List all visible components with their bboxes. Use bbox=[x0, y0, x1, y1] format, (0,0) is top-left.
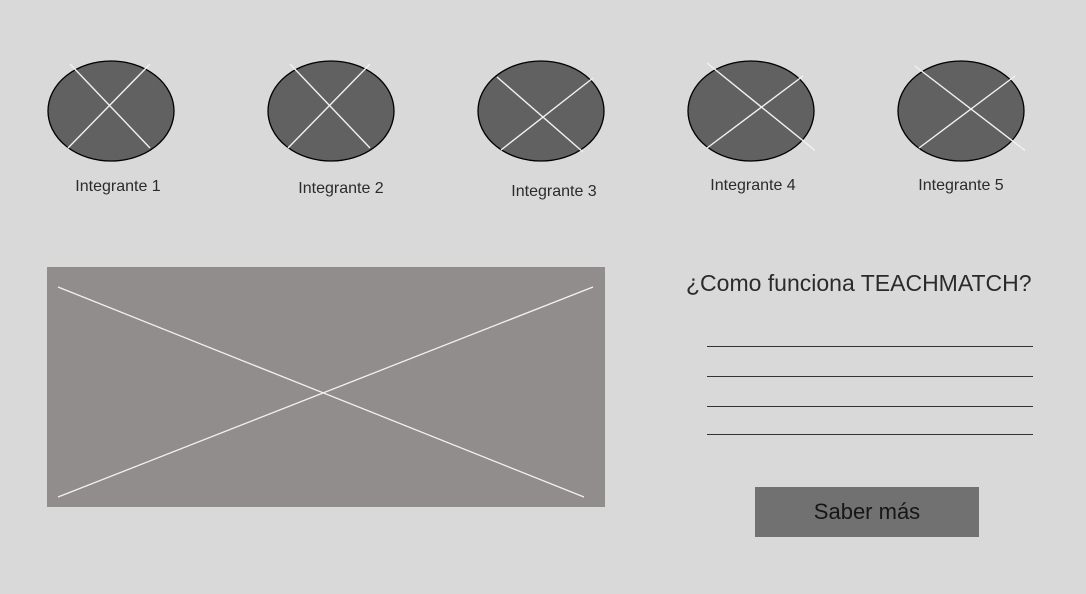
text-placeholder-line bbox=[707, 376, 1033, 377]
avatar-placeholder bbox=[47, 60, 175, 162]
member-name: Integrante 4 bbox=[710, 177, 796, 194]
team-member: Integrante 5 bbox=[881, 60, 1041, 200]
member-name: Integrante 2 bbox=[298, 180, 384, 197]
member-name: Integrante 1 bbox=[75, 178, 161, 195]
team-member: Integrante 3 bbox=[461, 60, 621, 200]
member-name: Integrante 5 bbox=[918, 177, 1004, 194]
how-it-works-heading: ¿Como funciona TEACHMATCH? bbox=[686, 270, 1032, 296]
avatar-placeholder bbox=[267, 60, 395, 162]
member-name: Integrante 3 bbox=[511, 183, 597, 200]
team-member: Integrante 4 bbox=[671, 60, 831, 200]
avatar-placeholder bbox=[687, 60, 815, 162]
image-placeholder bbox=[47, 267, 605, 507]
learn-more-button[interactable]: Saber más bbox=[755, 487, 979, 537]
team-member: Integrante 2 bbox=[251, 60, 411, 200]
text-placeholder-line bbox=[707, 406, 1033, 407]
text-placeholder-line bbox=[707, 346, 1033, 347]
team-member: Integrante 1 bbox=[31, 60, 191, 200]
avatar-placeholder bbox=[897, 60, 1025, 162]
text-placeholder-line bbox=[707, 434, 1033, 435]
avatar-placeholder bbox=[477, 60, 605, 162]
